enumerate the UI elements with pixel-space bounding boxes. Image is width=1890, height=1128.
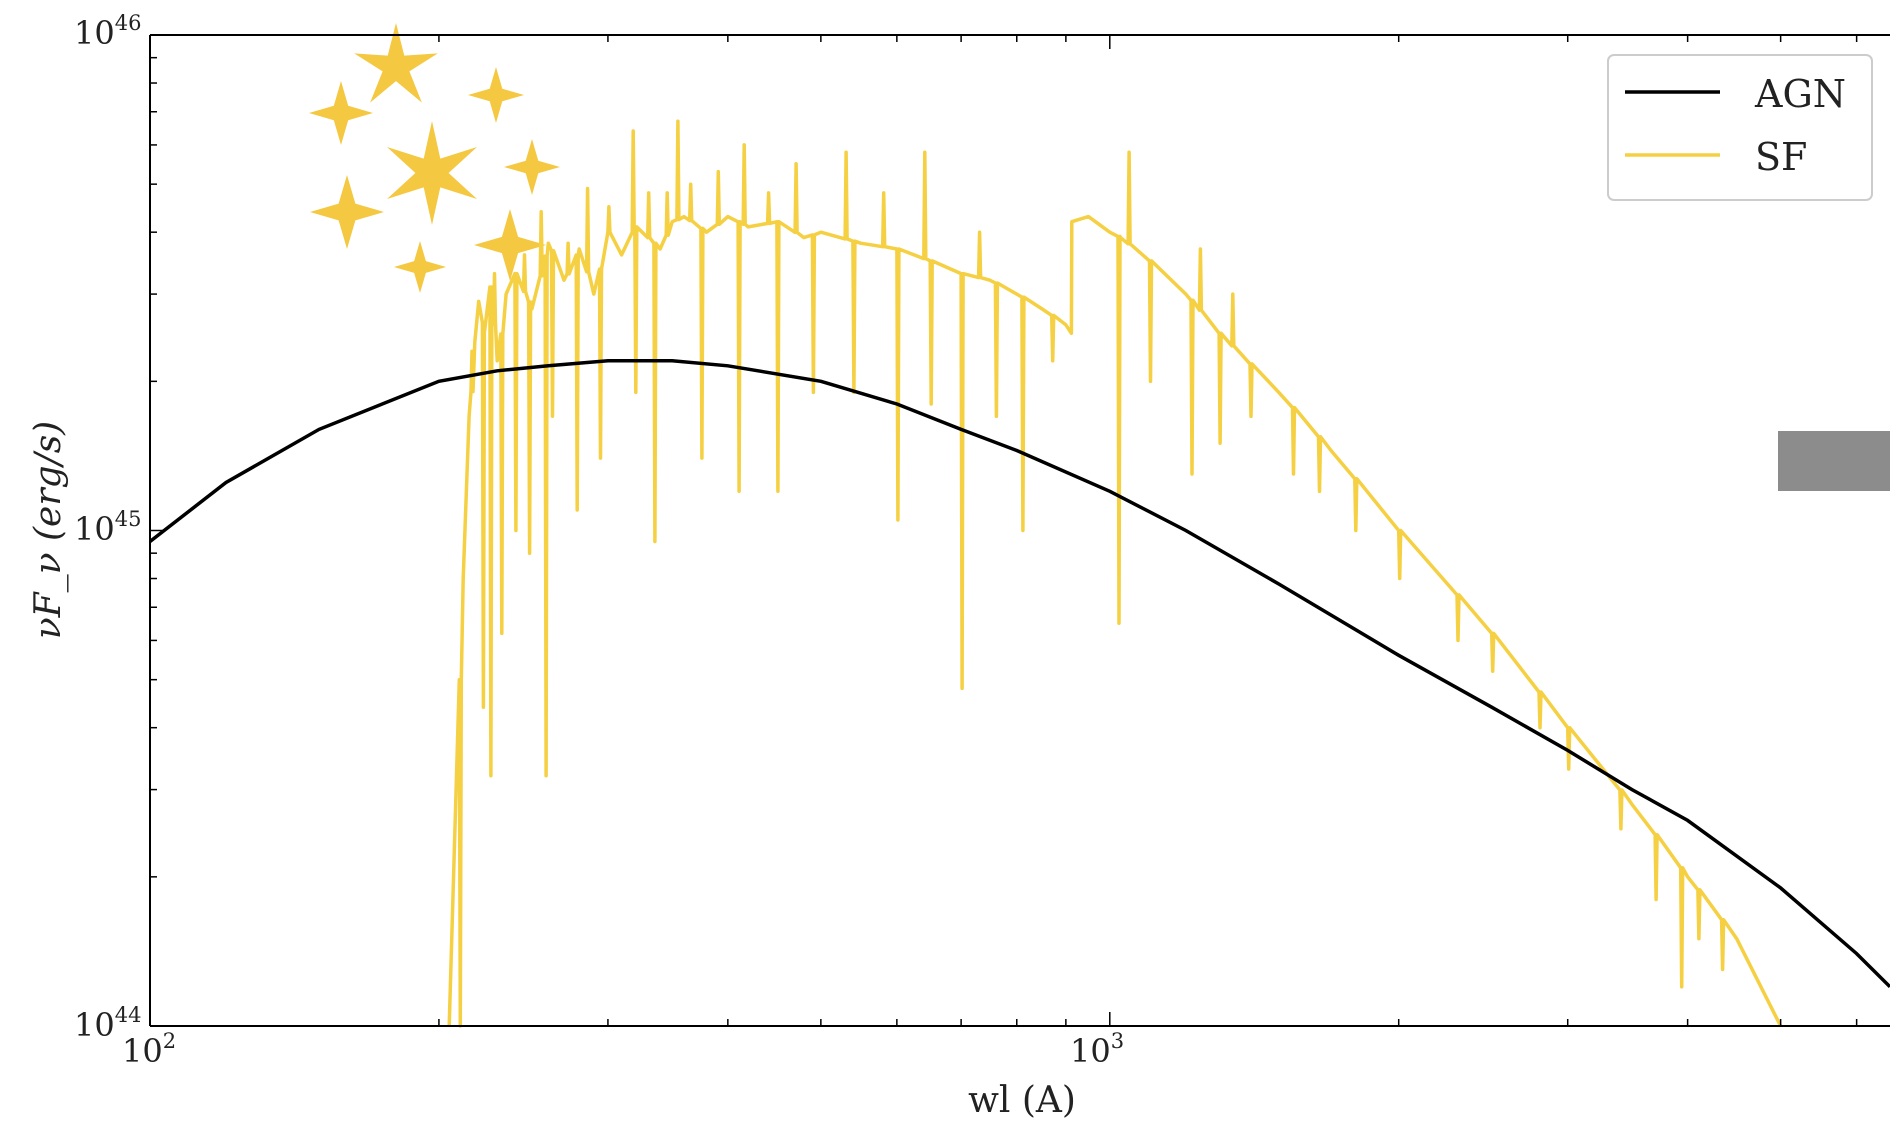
legend-label-sf: SF [1755,135,1807,179]
star-shape [504,139,560,195]
star-shape [394,241,446,293]
y-tick-label-46: 1046 [74,11,141,52]
x-axis-title: wl (A) [968,1080,1076,1121]
x-tick-label-2: 102 [122,1029,176,1070]
y-tick-label-44: 1044 [74,1003,141,1044]
star-shape [474,209,546,281]
grey-patch [1778,431,1890,491]
star-shape [309,81,373,145]
series-line-sf [447,119,1783,1028]
legend: AGN SF [1607,54,1873,201]
legend-label-agn: AGN [1754,72,1846,116]
y-axis-title: νF_ν (erg/s) [28,421,69,639]
star-cluster-icon [309,23,560,293]
series-line-agn [148,359,1890,989]
y-tick-label-45: 1045 [74,507,141,548]
star-shape [387,121,477,225]
star-shape [354,23,438,103]
x-tick-label-3: 103 [1070,1029,1124,1070]
star-shape [468,67,524,123]
star-shape [310,175,384,249]
tick-marks [149,34,1858,1027]
